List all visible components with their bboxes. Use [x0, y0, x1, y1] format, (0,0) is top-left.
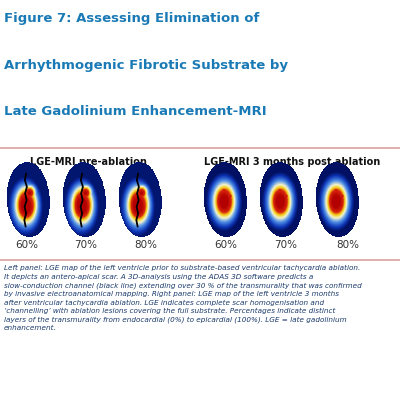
Text: 70%: 70% — [274, 240, 298, 250]
Text: Late Gadolinium Enhancement-MRI: Late Gadolinium Enhancement-MRI — [4, 105, 267, 118]
Text: 70%: 70% — [74, 240, 98, 250]
Text: Figure 7: Assessing Elimination of: Figure 7: Assessing Elimination of — [4, 12, 259, 25]
Text: Left panel: LGE map of the left ventricle prior to substrate-based ventricular t: Left panel: LGE map of the left ventricl… — [4, 265, 362, 331]
Text: 80%: 80% — [336, 240, 360, 250]
Text: LGE-MRI 3 months post ablation: LGE-MRI 3 months post ablation — [204, 157, 380, 167]
Text: LGE-MRI pre-ablation: LGE-MRI pre-ablation — [30, 157, 146, 167]
Text: 60%: 60% — [214, 240, 238, 250]
Text: 80%: 80% — [134, 240, 158, 250]
Text: Arrhythmogenic Fibrotic Substrate by: Arrhythmogenic Fibrotic Substrate by — [4, 58, 288, 72]
Text: 60%: 60% — [15, 240, 38, 250]
